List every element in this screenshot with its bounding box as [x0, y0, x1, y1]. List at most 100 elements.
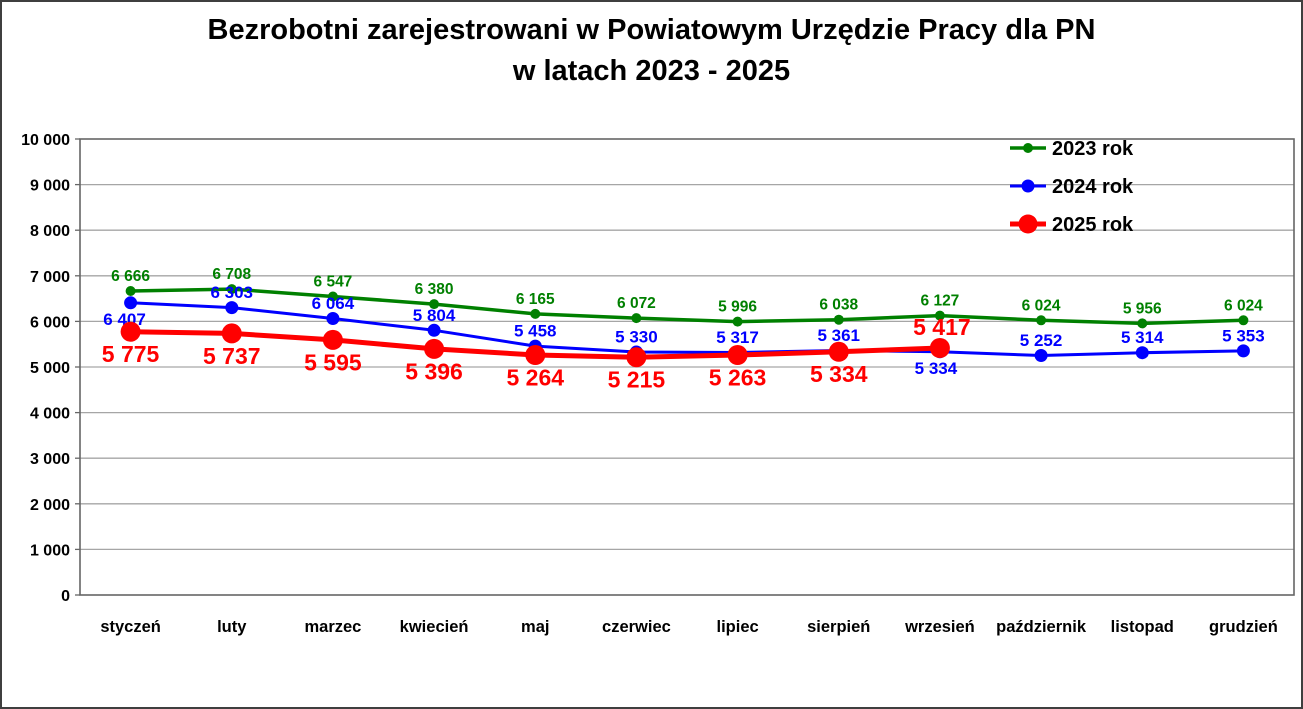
chart-title-line-1: Bezrobotni zarejestrowani w Powiatowym U…	[207, 14, 1096, 46]
x-axis-month-label: sierpień	[807, 618, 870, 636]
series-2023-marker	[934, 310, 945, 321]
series-2025-data-label: 5 215	[608, 367, 666, 393]
series-2024-data-label: 5 314	[1121, 328, 1164, 347]
series-2024-marker	[1236, 344, 1250, 358]
series-2023-marker	[833, 314, 844, 325]
series-2024-data-label: 5 334	[915, 359, 958, 378]
legend-label-2024: 2024 rok	[1052, 176, 1134, 198]
legend-label-2023: 2023 rok	[1052, 138, 1134, 160]
series-2025-marker	[929, 338, 950, 358]
x-axis-month-label: grudzień	[1209, 618, 1278, 636]
legend-item-2023: 2023 rok	[1010, 138, 1134, 160]
series-2023-data-label: 6 380	[415, 281, 454, 298]
series-2023-data-label: 6 038	[819, 297, 858, 314]
series-2024-data-label: 5 330	[615, 327, 658, 346]
series-2023-marker	[732, 316, 743, 327]
series-2025-marker	[727, 345, 748, 365]
x-axis-month-label: wrzesień	[904, 618, 975, 636]
series-2023-marker	[530, 308, 541, 319]
series-2024-data-label: 5 252	[1020, 331, 1063, 350]
series-2024-data-label: 5 458	[514, 322, 557, 341]
series-2025-marker	[828, 341, 849, 362]
y-axis-tick-label: 2 000	[30, 497, 70, 514]
y-axis-tick-label: 1 000	[30, 542, 70, 559]
series-2025-marker	[424, 338, 445, 359]
series-2023-data-label: 6 547	[314, 273, 353, 290]
x-axis-month-label: listopad	[1111, 618, 1174, 636]
legend-item-2025: 2025 rok	[1010, 214, 1134, 236]
series-2023-marker	[125, 286, 136, 296]
series-2024-marker	[124, 296, 138, 310]
series-2025-marker	[525, 345, 546, 365]
series-2024-data-label: 5 804	[413, 306, 456, 325]
series-2025-data-label: 5 263	[709, 364, 767, 390]
y-axis-tick-label: 8 000	[30, 223, 70, 240]
x-axis-month-label: luty	[217, 618, 247, 636]
series-2025-data-label: 5 737	[203, 343, 261, 369]
series-2024-marker	[326, 312, 340, 325]
series-2024-data-label: 5 317	[716, 328, 759, 347]
series-2023-marker	[226, 284, 237, 295]
x-axis-month-label: maj	[521, 618, 549, 636]
series-2025-marker	[221, 323, 242, 344]
series-2023-data-label: 6 708	[212, 266, 251, 283]
series-2023-marker	[1137, 318, 1148, 329]
x-axis-month-label: styczeń	[100, 618, 161, 636]
series-2023-line	[130, 287, 1244, 326]
series-2023-data-label: 6 666	[111, 268, 150, 285]
series-2025-data-label: 5 334	[810, 361, 868, 387]
series-2024-line	[130, 301, 1244, 357]
series-2023-data-label: 6 165	[516, 291, 555, 308]
y-axis-tick-label: 3 000	[30, 451, 70, 468]
legend-marker-2025	[1018, 214, 1038, 234]
series-2023-data-label: 6 024	[1224, 297, 1263, 314]
legend-marker-2023	[1023, 143, 1033, 153]
y-axis-tick-label: 7 000	[30, 269, 70, 286]
series-2023-data-label: 6 024	[1022, 297, 1061, 314]
series-2023-marker	[327, 291, 338, 302]
legend-marker-2024	[1021, 179, 1035, 193]
series-2024-data-label: 5 361	[817, 326, 860, 345]
series-2023-marker	[1036, 315, 1047, 326]
x-axis-month-label: lipiec	[716, 618, 758, 636]
series-2024-data-label: 5 353	[1222, 326, 1265, 345]
series-2023-data-label: 5 956	[1123, 300, 1162, 317]
series-2025-data-label: 5 775	[102, 341, 160, 367]
y-axis-tick-label: 0	[61, 588, 70, 605]
series-2025-data-label: 5 396	[405, 358, 463, 384]
y-axis-tick-label: 10 000	[21, 132, 70, 149]
series-2025-marker	[120, 321, 141, 342]
series-2023-data-label: 6 127	[921, 293, 960, 310]
series-2023-marker	[631, 313, 642, 324]
plot-border	[79, 138, 1295, 596]
series-2025-data-label: 5 264	[506, 364, 564, 390]
series-2025-data-label: 5 595	[304, 349, 362, 375]
legend-label-2025: 2025 rok	[1052, 214, 1134, 236]
series-2023-marker	[1238, 315, 1249, 326]
series-2023-data-label: 5 996	[718, 299, 757, 316]
chart-title: Bezrobotni zarejestrowani w Powiatowym U…	[2, 10, 1301, 92]
legend-item-2024: 2024 rok	[1010, 176, 1134, 198]
x-axis-month-label: marzec	[304, 618, 361, 636]
y-axis-tick-label: 4 000	[30, 406, 70, 423]
x-axis-month-label: kwiecień	[400, 618, 469, 636]
x-axis-month-label: czerwiec	[602, 618, 671, 636]
chart-title-line-2: w latach 2023 - 2025	[512, 55, 791, 87]
series-2023-marker	[429, 299, 440, 310]
series-2024-marker	[1135, 346, 1149, 360]
series-2024-marker	[1034, 349, 1048, 362]
series-2024-data-label: 6 064	[312, 294, 355, 313]
series-2025-marker	[626, 347, 647, 368]
series-2023-data-label: 6 072	[617, 295, 656, 312]
y-axis-tick-label: 9 000	[30, 178, 70, 195]
series-2024-data-label: 6 303	[210, 283, 253, 302]
x-axis-month-label: październik	[996, 618, 1087, 636]
y-axis-tick-label: 6 000	[30, 314, 70, 331]
series-2024-marker	[225, 301, 239, 315]
series-2025-marker	[322, 329, 343, 350]
series-2025-data-label: 5 417	[913, 314, 971, 340]
series-2024-marker	[427, 323, 441, 337]
y-axis-tick-label: 5 000	[30, 360, 70, 377]
